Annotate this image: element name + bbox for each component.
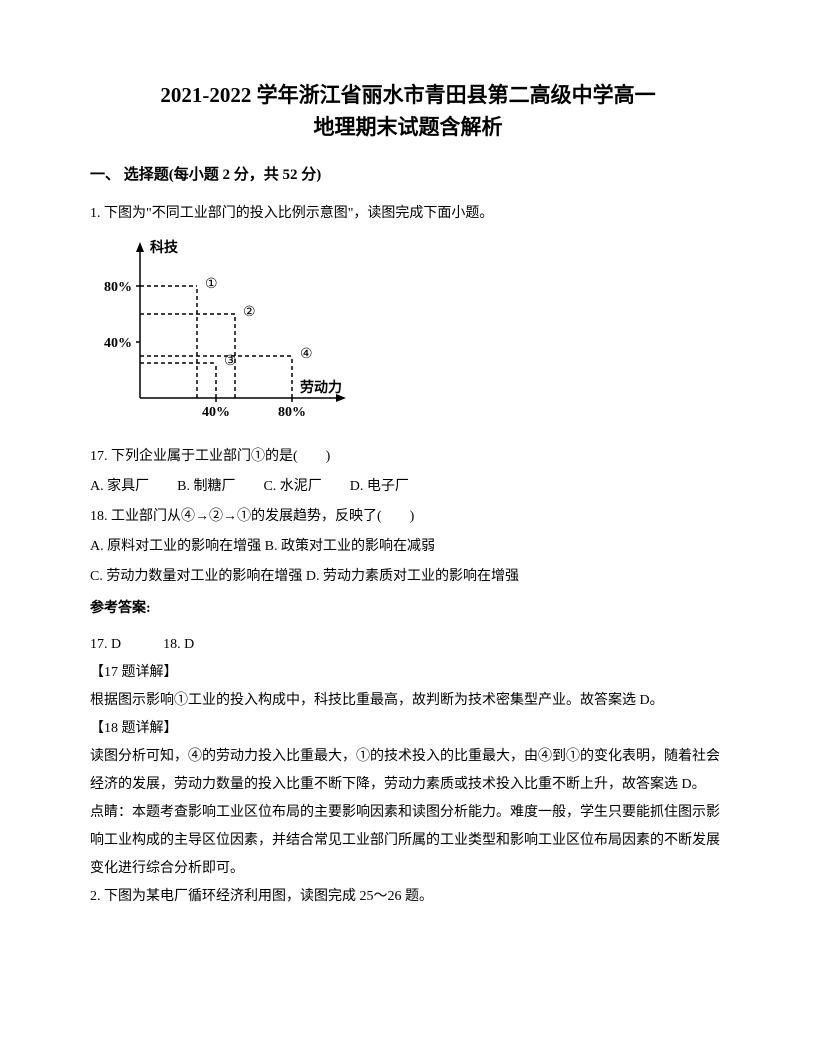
q17-stem: 17. 下列企业属于工业部门①的是( ): [90, 443, 726, 471]
section-header: 一、 选择题(每小题 2 分，共 52 分): [90, 163, 726, 184]
svg-text:80%: 80%: [104, 280, 132, 295]
svg-text:40%: 40%: [104, 336, 132, 351]
q18-stem: 18. 工业部门从④→②→①的发展趋势，反映了( ): [90, 503, 726, 531]
answers-label: 参考答案:: [90, 595, 726, 623]
title-line-1: 2021-2022 学年浙江省丽水市青田县第二高级中学高一: [90, 80, 726, 112]
q18-options-cd: C. 劳动力数量对工业的影响在增强 D. 劳动力素质对工业的影响在增强: [90, 563, 726, 591]
svg-text:劳动力: 劳动力: [300, 379, 342, 396]
q1-intro: 1. 下图为"不同工业部门的投入比例示意图"，读图完成下面小题。: [90, 200, 726, 228]
page-title: 2021-2022 学年浙江省丽水市青田县第二高级中学高一 地理期末试题含解析: [90, 80, 726, 143]
q17-options: A. 家具厂 B. 制糖厂 C. 水泥厂 D. 电子厂: [90, 473, 726, 501]
q2-intro: 2. 下图为某电厂循环经济利用图，读图完成 25～26 题。: [90, 883, 726, 911]
expl17-header: 【17 题详解】: [90, 659, 726, 687]
svg-text:①: ①: [205, 277, 218, 292]
title-line-2: 地理期末试题含解析: [90, 112, 726, 144]
expl18-body: 读图分析可知，④的劳动力投入比重最大，①的技术投入的比重最大，由④到①的变化表明…: [90, 743, 726, 799]
chart-container: 科技劳动力40%80%40%80%①②③④: [90, 238, 726, 433]
q18-options-ab: A. 原料对工业的影响在增强 B. 政策对工业的影响在减弱: [90, 533, 726, 561]
expl17-body: 根据图示影响①工业的投入构成中，科技比重最高，故判断为技术密集型产业。故答案选 …: [90, 687, 726, 715]
answers-line: 17. D 18. D: [90, 631, 726, 659]
expl18-header: 【18 题详解】: [90, 715, 726, 743]
question-18: 18. 工业部门从④→②→①的发展趋势，反映了( ) A. 原料对工业的影响在增…: [90, 503, 726, 591]
svg-text:80%: 80%: [278, 405, 306, 420]
svg-text:科技: 科技: [150, 239, 179, 256]
question-17: 17. 下列企业属于工业部门①的是( ) A. 家具厂 B. 制糖厂 C. 水泥…: [90, 443, 726, 501]
svg-text:40%: 40%: [202, 405, 230, 420]
tip-text: 点睛：本题考查影响工业区位布局的主要影响因素和读图分析能力。难度一般，学生只要能…: [90, 799, 726, 883]
svg-text:②: ②: [243, 305, 256, 320]
industry-chart: 科技劳动力40%80%40%80%①②③④: [90, 238, 350, 428]
svg-text:④: ④: [300, 347, 313, 362]
